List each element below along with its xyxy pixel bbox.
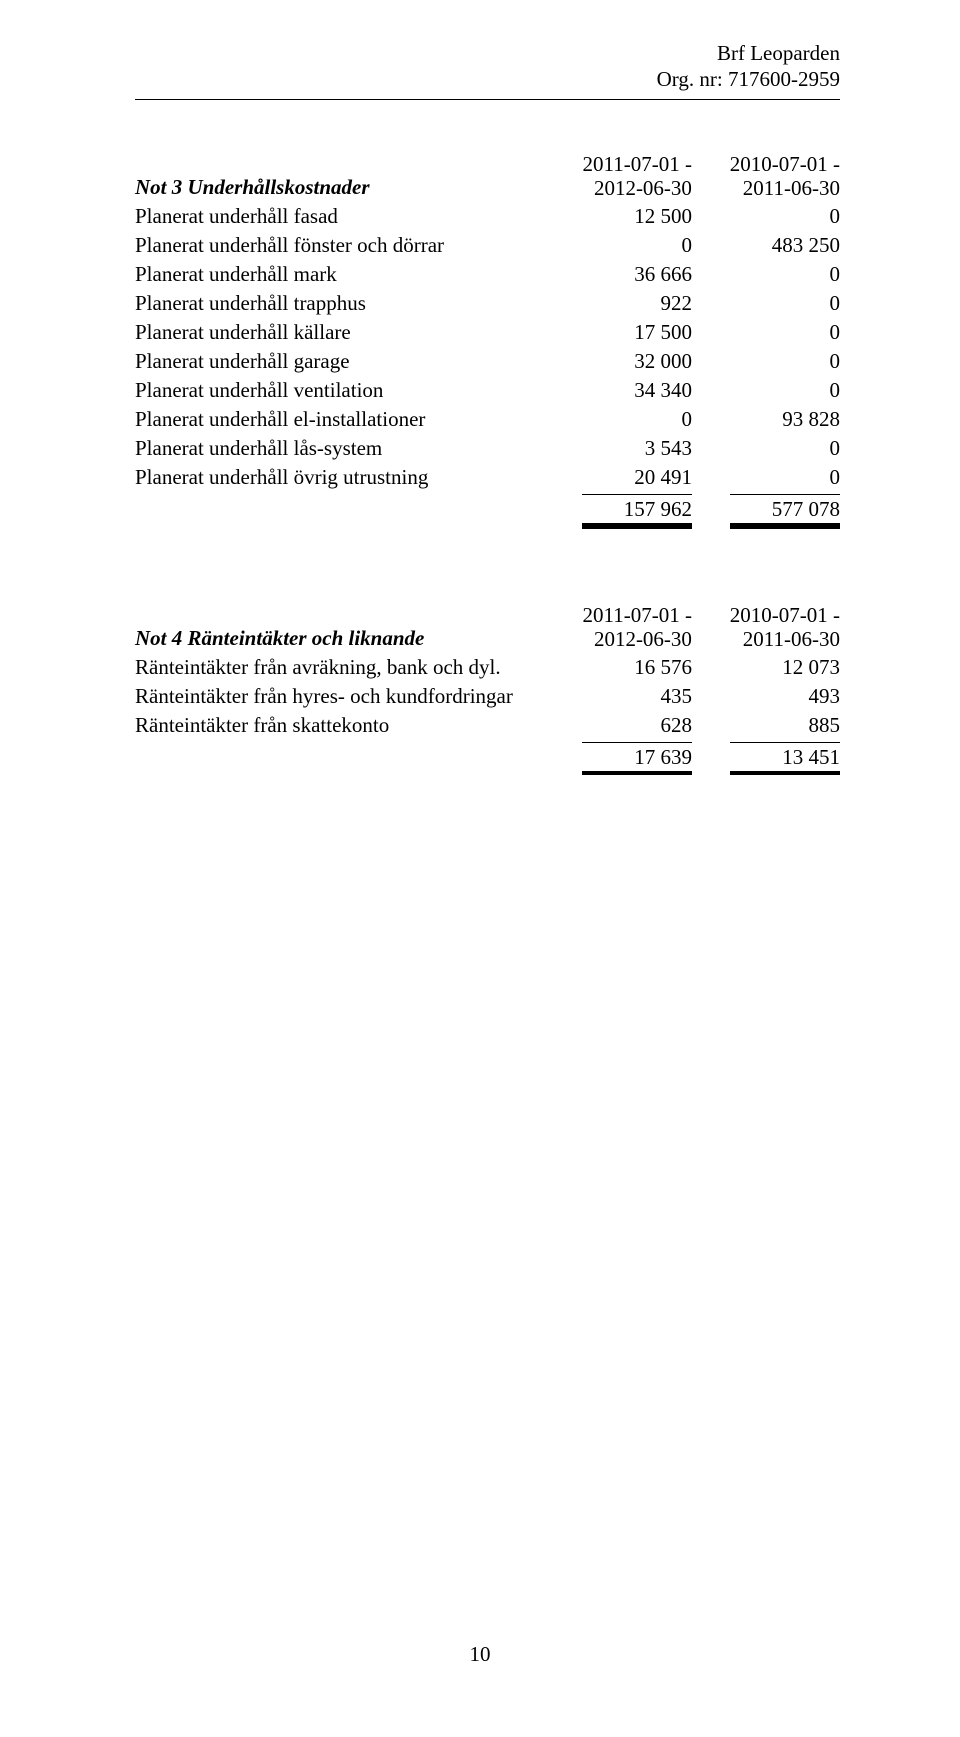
row-value-current: 16 576	[582, 655, 692, 680]
note4-total-row: 17 639 13 451	[135, 740, 840, 774]
note3-total-row: 157 962 577 078	[135, 492, 840, 531]
row-value-prior: 493	[730, 684, 840, 709]
row-value-prior: 0	[730, 349, 840, 374]
row-value-prior: 0	[730, 378, 840, 403]
row-value-prior: 0	[730, 436, 840, 461]
period-current-line1: 2011-07-01 -	[582, 152, 691, 176]
row-label: Planerat underhåll lås-system	[135, 436, 382, 460]
header-rule	[135, 99, 840, 100]
period-current: 2011-07-01 - 2012-06-30	[544, 152, 692, 200]
row-value-prior: 0	[730, 465, 840, 490]
row-label: Ränteintäkter från skattekonto	[135, 713, 389, 737]
note3-total-prior: 577 078	[730, 497, 840, 524]
table-row: Planerat underhåll trapphus 922 0	[135, 289, 840, 318]
period-current-line2-2: 2012-06-30	[594, 627, 692, 651]
row-label: Planerat underhåll el-installationer	[135, 407, 425, 431]
row-value-current: 922	[582, 291, 692, 316]
row-value-current: 12 500	[582, 204, 692, 229]
note3-total-current: 157 962	[582, 497, 692, 524]
row-value-current: 17 500	[582, 320, 692, 345]
company-name: Brf Leoparden	[135, 40, 840, 66]
page-number: 10	[0, 1642, 960, 1667]
row-value-prior: 483 250	[730, 233, 840, 258]
row-label: Planerat underhåll källare	[135, 320, 351, 344]
note3-header-row: Not 3 Underhållskostnader 2011-07-01 - 2…	[135, 150, 840, 202]
period-prior-line1-2: 2010-07-01 -	[730, 603, 840, 627]
row-value-current: 3 543	[582, 436, 692, 461]
note4-header-row: Not 4 Ränteintäkter och liknande 2011-07…	[135, 601, 840, 653]
row-label: Planerat underhåll ventilation	[135, 378, 383, 402]
row-value-prior: 0	[730, 291, 840, 316]
table-row: Planerat underhåll lås-system 3 543 0	[135, 434, 840, 463]
period-prior-line1: 2010-07-01 -	[730, 152, 840, 176]
note4-title: Not 4 Ränteintäkter och liknande	[135, 626, 424, 650]
row-label: Planerat underhåll fönster och dörrar	[135, 233, 444, 257]
table-row: Ränteintäkter från hyres- och kundfordri…	[135, 682, 840, 711]
period-current-line2: 2012-06-30	[594, 176, 692, 200]
row-label: Planerat underhåll mark	[135, 262, 337, 286]
row-value-current: 0	[582, 407, 692, 432]
row-value-prior: 0	[730, 204, 840, 229]
row-label: Planerat underhåll garage	[135, 349, 350, 373]
row-value-prior: 0	[730, 262, 840, 287]
row-value-current: 435	[582, 684, 692, 709]
row-label: Planerat underhåll övrig utrustning	[135, 465, 428, 489]
table-row: Planerat underhåll fönster och dörrar 0 …	[135, 231, 840, 260]
page: Brf Leoparden Org. nr: 717600-2959 Not 3…	[0, 0, 960, 1737]
period-prior-line2: 2011-06-30	[743, 176, 840, 200]
table-row: Planerat underhåll fasad 12 500 0	[135, 202, 840, 231]
row-label: Ränteintäkter från hyres- och kundfordri…	[135, 684, 513, 708]
table-row: Planerat underhåll ventilation 34 340 0	[135, 376, 840, 405]
table-row: Planerat underhåll garage 32 000 0	[135, 347, 840, 376]
row-value-current: 0	[582, 233, 692, 258]
row-value-prior: 0	[730, 320, 840, 345]
document-header: Brf Leoparden Org. nr: 717600-2959	[135, 40, 840, 93]
section-gap	[135, 531, 840, 601]
table-row: Planerat underhåll källare 17 500 0	[135, 318, 840, 347]
table-row: Planerat underhåll mark 36 666 0	[135, 260, 840, 289]
row-value-current: 32 000	[582, 349, 692, 374]
row-value-current: 20 491	[582, 465, 692, 490]
table-row: Planerat underhåll el-installationer 0 9…	[135, 405, 840, 434]
row-label: Planerat underhåll trapphus	[135, 291, 366, 315]
note3-table: Not 3 Underhållskostnader 2011-07-01 - 2…	[135, 150, 840, 531]
period-prior: 2010-07-01 - 2011-06-30	[692, 152, 840, 200]
row-value-prior: 12 073	[730, 655, 840, 680]
table-row: Ränteintäkter från skattekonto 628 885	[135, 711, 840, 740]
note3-title: Not 3 Underhållskostnader	[135, 175, 370, 199]
period-current-line1-2: 2011-07-01 -	[582, 603, 691, 627]
row-value-current: 34 340	[582, 378, 692, 403]
note4-table: Not 4 Ränteintäkter och liknande 2011-07…	[135, 601, 840, 774]
period-current-2: 2011-07-01 - 2012-06-30	[544, 603, 692, 651]
note4-total-prior: 13 451	[730, 745, 840, 772]
period-prior-line2-2: 2011-06-30	[743, 627, 840, 651]
table-row: Ränteintäkter från avräkning, bank och d…	[135, 653, 840, 682]
period-prior-2: 2010-07-01 - 2011-06-30	[692, 603, 840, 651]
row-value-prior: 93 828	[730, 407, 840, 432]
row-value-current: 628	[582, 713, 692, 738]
table-row: Planerat underhåll övrig utrustning 20 4…	[135, 463, 840, 492]
org-number: Org. nr: 717600-2959	[135, 66, 840, 92]
row-label: Planerat underhåll fasad	[135, 204, 338, 228]
note4-total-current: 17 639	[582, 745, 692, 772]
row-label: Ränteintäkter från avräkning, bank och d…	[135, 655, 501, 679]
row-value-prior: 885	[730, 713, 840, 738]
row-value-current: 36 666	[582, 262, 692, 287]
